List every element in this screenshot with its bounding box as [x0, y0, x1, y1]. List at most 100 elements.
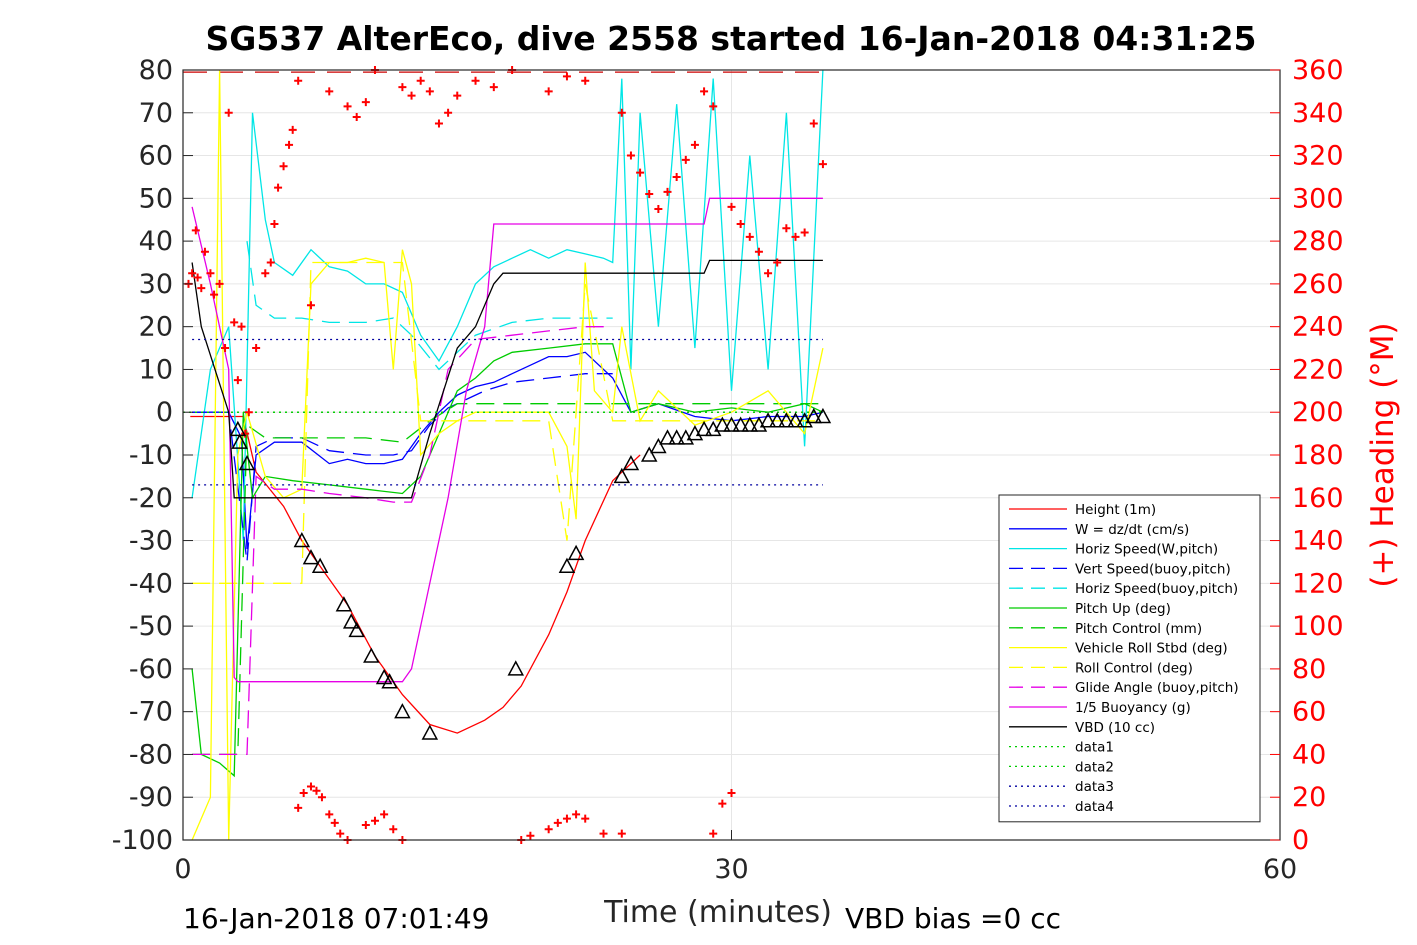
heading-point: [745, 232, 754, 241]
heading-point: [572, 810, 581, 819]
heading-point: [562, 72, 571, 81]
heading-point: [736, 220, 745, 228]
heading-point: [425, 87, 434, 96]
heading-point: [244, 408, 253, 417]
right-axis-label: (+) Heading (°M): [1365, 322, 1401, 587]
left-axis-ticks: 80 70 60 50 40 30 20 10 0 -10 -20 -30 -40 -50 -60 -70 -8…: [112, 55, 193, 856]
heading-point: [654, 205, 663, 214]
y-tick-label: 40: [139, 226, 173, 257]
x-tick-label: 60: [1263, 854, 1297, 885]
right-tick-label: 20: [1292, 782, 1326, 813]
legend-entry: Glide Angle (buoy,pitch): [1075, 680, 1239, 696]
heading-point: [727, 788, 736, 797]
x-axis-label: Time (minutes): [603, 895, 832, 930]
depth-marker: [714, 416, 731, 432]
heading-point: [636, 168, 645, 177]
right-tick-label: 160: [1292, 483, 1344, 514]
heading-point: [709, 102, 718, 111]
heading-point: [361, 821, 370, 830]
legend-entry: Height (1m): [1075, 502, 1156, 518]
heading-point: [626, 151, 635, 160]
depth-marker: [741, 416, 759, 432]
heading-point: [294, 76, 303, 85]
depth-marker: [668, 429, 685, 445]
legend-entry: 1/5 Buoyancy (g): [1075, 700, 1191, 716]
legend-entry: Vehicle Roll Stbd (deg): [1075, 641, 1228, 657]
depth-marker: [723, 416, 740, 432]
legend-box: [998, 494, 1261, 823]
heading-point: [380, 810, 389, 819]
heading-point: [617, 108, 626, 117]
y-tick-label: 0: [156, 397, 173, 428]
heading-point: [672, 172, 681, 181]
depth-marker: [238, 454, 256, 471]
depth-marker: [613, 467, 631, 484]
depth-markers-layer: [229, 407, 832, 740]
heading-point: [782, 224, 791, 233]
heading-point: [230, 318, 239, 327]
heading-point: [754, 247, 763, 256]
series-line-roll-control-deg: [192, 261, 823, 584]
heading-point: [553, 818, 562, 827]
y-tick-label: 20: [139, 312, 173, 343]
heading-point: [562, 814, 571, 823]
heading-point: [210, 290, 219, 299]
heading-point: [266, 258, 275, 267]
series-line-vehicle-roll-stbd-deg: [191, 69, 824, 841]
right-tick-label: 260: [1292, 269, 1344, 300]
heading-point: [343, 102, 352, 111]
right-tick-label: 280: [1292, 226, 1344, 257]
heading-point: [544, 825, 553, 834]
heading-point: [617, 829, 626, 838]
depth-marker: [659, 429, 676, 445]
right-tick-label: 120: [1292, 568, 1344, 599]
right-tick-label: 60: [1292, 697, 1326, 728]
heading-point: [773, 258, 782, 267]
x-axis-ticks: 0 30 60: [174, 830, 1297, 885]
right-tick-label: 300: [1292, 183, 1344, 214]
heading-point: [325, 87, 334, 96]
series-line-vert-speed-buoy-pitch: [192, 373, 613, 562]
heading-point: [312, 786, 321, 795]
right-tick-label: 180: [1292, 440, 1344, 471]
depth-marker: [381, 673, 398, 689]
depth-marker: [567, 544, 585, 561]
depth-marker: [342, 613, 360, 629]
depth-marker: [363, 647, 380, 663]
heading-point: [237, 322, 246, 331]
series-line-height-1m: [190, 415, 641, 734]
legend-entry: data2: [1075, 759, 1114, 775]
series-line-glide-angle-buoy-pitch: [192, 326, 613, 756]
legend-entry: Horiz Speed(buoy,pitch): [1075, 581, 1238, 597]
depth-marker: [732, 416, 749, 432]
y-tick-label: 70: [139, 98, 173, 129]
heading-point: [800, 228, 809, 237]
depth-marker: [778, 412, 795, 428]
legend-entry: W = dz/dt (cm/s): [1075, 522, 1189, 538]
y-tick-label: -40: [129, 568, 173, 599]
legend-entry: data1: [1075, 740, 1114, 756]
heading-point: [663, 187, 672, 196]
heading-point: [317, 793, 326, 802]
legend-entry: VBD (10 cc): [1075, 720, 1155, 736]
heading-point: [325, 810, 334, 819]
y-tick-label: -60: [129, 654, 173, 685]
heading-point: [809, 119, 818, 128]
heading-point: [241, 429, 250, 438]
depth-marker: [302, 549, 320, 565]
depth-marker: [695, 420, 713, 437]
heading-point: [718, 799, 727, 808]
heading-point: [274, 183, 283, 192]
y-tick-label: 80: [139, 55, 173, 86]
depth-marker: [421, 724, 439, 740]
right-tick-label: 140: [1292, 526, 1344, 557]
depth-marker: [759, 412, 777, 428]
legend-entry: Horiz Speed(W,pitch): [1075, 542, 1218, 558]
depth-marker: [814, 407, 832, 424]
depth-marker: [348, 621, 365, 638]
series-line-horiz-speed-buoy-pitch: [246, 241, 613, 371]
heading-point: [544, 87, 553, 96]
right-tick-label: 80: [1292, 654, 1326, 685]
heading-point: [471, 76, 480, 85]
heading-point: [233, 376, 242, 385]
